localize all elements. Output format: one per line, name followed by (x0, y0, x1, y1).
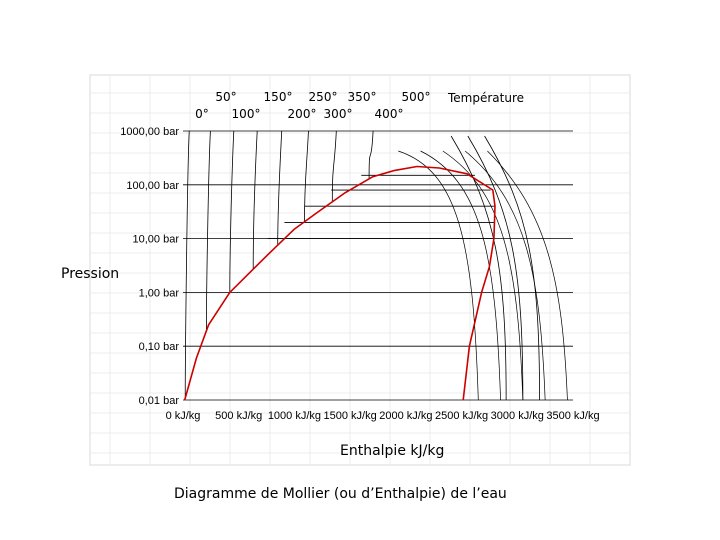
isotherm-line (450, 135, 507, 401)
x-axis-label: Enthalpie kJ/kg (340, 443, 444, 459)
isotherm-line (252, 130, 258, 270)
temperature-labels: 0° 50° 100°150° 200° 250° 300° 350° 400° 500° (195, 90, 430, 121)
x-tick-label: 0 kJ/kg (166, 410, 201, 422)
y-tick-label: 1,00 bar (139, 287, 180, 299)
isotherm-line (368, 130, 374, 179)
y-tick-label: 1000,00 bar (120, 126, 179, 138)
isotherm-line (442, 150, 524, 401)
x-tick-label: 500 kJ/kg (215, 410, 262, 422)
y-axis-label: Pression (61, 266, 119, 282)
isotherm-line (398, 150, 479, 401)
isotherm-line (229, 130, 235, 293)
x-tick-label: 3500 kJ/kg (546, 410, 599, 422)
temperature-label: 100° (232, 107, 261, 121)
saturation-curve (183, 165, 496, 401)
isotherm-line (184, 130, 190, 399)
temperature-label: 350° (348, 90, 377, 104)
isotherm-line (206, 130, 211, 331)
temperature-label: 250° (309, 90, 338, 104)
temperature-label: 50° (215, 90, 236, 104)
tick-labels: 1000,00 bar 100,00 bar 10,00 bar 1,00 bar 0,… (120, 126, 599, 422)
isotherm-line (420, 150, 501, 401)
isotherm-line (487, 150, 568, 401)
temperature-title: Température (447, 91, 524, 105)
y-tick-label: 10,00 bar (133, 234, 180, 246)
isotherm-line (467, 135, 524, 401)
y-tick-label: 0,01 bar (139, 395, 180, 407)
temperature-label: 400° (375, 107, 404, 121)
temperature-label: 300° (324, 107, 353, 121)
isotherm-line (464, 150, 546, 401)
x-tick-label: 2500 kJ/kg (435, 410, 488, 422)
temperature-label: 200° (288, 107, 317, 121)
plot-lines (183, 130, 568, 401)
x-tick-label: 1500 kJ/kg (324, 410, 377, 422)
x-tick-label: 1000 kJ/kg (268, 410, 321, 422)
x-tick-label: 2000 kJ/kg (379, 410, 432, 422)
y-tick-label: 100,00 bar (126, 180, 179, 192)
temperature-label: 500° (402, 90, 431, 104)
isotherm-line (304, 130, 309, 222)
temperature-label: 0° (195, 107, 209, 121)
x-tick-label: 3000 kJ/kg (491, 410, 544, 422)
temperature-label: 150° (264, 90, 293, 104)
isotherm-line (277, 130, 283, 246)
y-tick-label: 0,10 bar (139, 341, 180, 353)
isotherm-line (331, 130, 337, 202)
chart-title: Diagramme de Mollier (ou d’Enthalpie) de… (174, 486, 507, 502)
